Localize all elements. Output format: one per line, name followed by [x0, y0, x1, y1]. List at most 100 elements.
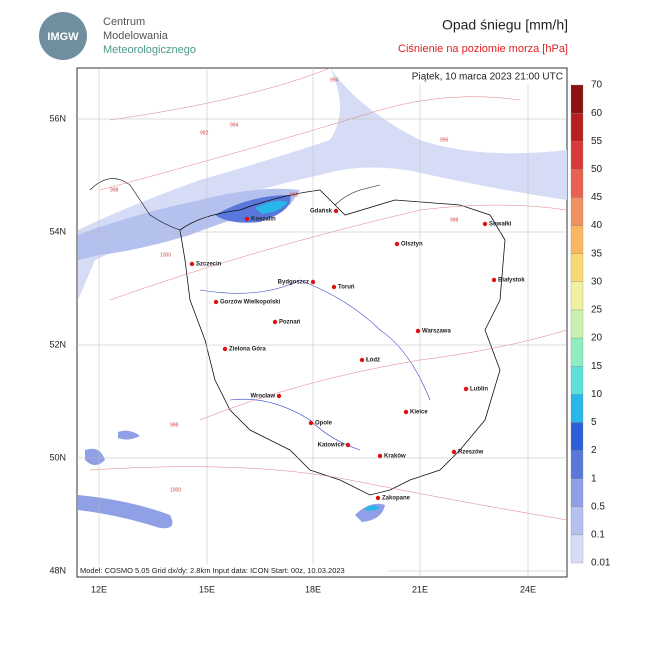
city-dot	[310, 279, 316, 285]
colorbar-box	[570, 450, 584, 479]
isobar-label: 1000	[170, 487, 181, 493]
org-line: Centrum	[103, 16, 145, 28]
city-label: Łódź	[366, 358, 380, 364]
colorbar-label: 20	[591, 333, 603, 344]
city-dot	[272, 319, 278, 325]
colorbar-label: 15	[591, 361, 603, 372]
city-label: Toruń	[338, 285, 355, 291]
colorbar-box	[570, 394, 584, 423]
colorbar-label: 5	[591, 417, 597, 428]
city-label: Koszalin	[251, 217, 276, 223]
colorbar-label: 70	[591, 80, 603, 91]
lat-label: 48N	[49, 565, 66, 575]
logo-text: IMGW	[47, 31, 79, 43]
isobar-label: 992	[200, 130, 209, 136]
lat-label: 52N	[49, 339, 66, 349]
city-dot	[331, 284, 337, 290]
colorbar-label: 1	[591, 473, 597, 484]
isobar-label: 994	[330, 77, 339, 83]
lon-label: 21E	[412, 584, 428, 594]
lon-label: 12E	[91, 584, 107, 594]
lon-label: 24E	[520, 584, 536, 594]
city-label: Lublin	[470, 387, 488, 393]
city-label: Olsztyn	[401, 242, 423, 248]
colorbar-box	[570, 337, 584, 367]
city-dot	[463, 386, 469, 392]
colorbar-box	[570, 112, 584, 142]
city-label: Suwałki	[489, 222, 512, 228]
country-border	[179, 189, 506, 496]
colorbar-box	[570, 225, 584, 254]
colorbar-label: 0.5	[591, 501, 605, 512]
city-label: Kielce	[410, 410, 428, 416]
city-dot	[345, 442, 351, 448]
city-dot	[189, 261, 195, 267]
colorbar-box	[570, 366, 584, 395]
subtitle: Ciśnienie na poziomie morza [hPa]	[398, 43, 568, 55]
city-label: Zielona Góra	[229, 347, 266, 353]
colorbar-box	[570, 84, 584, 114]
city-label: Białystok	[498, 278, 525, 284]
colorbar-label: 40	[591, 220, 603, 231]
city-label: Wrocław	[250, 394, 275, 400]
colorbar-label: 60	[591, 108, 603, 119]
city-dot	[222, 346, 228, 352]
colorbar-box	[570, 309, 584, 339]
city-dot	[451, 449, 457, 455]
city-dot	[491, 277, 497, 283]
city-dot	[244, 216, 250, 222]
city-dot	[403, 409, 409, 415]
colorbar-label: 55	[591, 136, 603, 147]
city-dot	[375, 495, 381, 501]
city-label: Kraków	[384, 454, 406, 460]
colorbar-label: 10	[591, 389, 603, 400]
isobar-label: 996	[290, 192, 299, 198]
city-dot	[333, 208, 339, 214]
colorbar-box	[570, 197, 584, 226]
org-line: Meteorologicznego	[103, 44, 196, 56]
org-line: Modelowania	[103, 30, 169, 42]
city-dot	[394, 241, 400, 247]
city-dot	[415, 328, 421, 334]
city-label: Warszawa	[422, 329, 451, 335]
colorbar-label: 2	[591, 445, 597, 456]
colorbar-label: 0.01	[591, 558, 611, 569]
coastline	[89, 178, 381, 231]
isobar-label: 1000	[160, 252, 171, 258]
city-dot	[377, 453, 383, 459]
colorbar-box	[570, 534, 584, 564]
city-label: Rzeszów	[458, 450, 484, 456]
colorbar-label: 25	[591, 305, 603, 316]
city-dot	[482, 221, 488, 227]
colorbar-label: 50	[591, 164, 603, 175]
city-label: Poznań	[279, 320, 301, 326]
colorbar-label: 0.1	[591, 530, 605, 541]
lat-label: 54N	[49, 226, 66, 236]
footer: Model: COSMO 5.05 Grid dx/dy: 2.8km Inpu…	[80, 566, 345, 575]
river	[199, 279, 431, 451]
city-label: Zakopane	[382, 496, 411, 502]
map: Piątek, 10 marca 2023 21:00 UTC Model: C…	[76, 67, 568, 578]
lon-label: 15E	[199, 584, 215, 594]
lat-label: 50N	[49, 452, 66, 462]
colorbar-label: 45	[591, 192, 603, 203]
footer-box	[78, 564, 388, 576]
colorbar-box	[570, 253, 584, 282]
title: Opad śniegu [mm/h]	[442, 17, 568, 33]
logo-circle	[39, 12, 87, 60]
date-box	[378, 70, 566, 84]
colorbar-box	[570, 169, 584, 198]
colorbar-label: 30	[591, 276, 603, 287]
city-dot	[213, 299, 219, 305]
colorbar-box	[570, 422, 584, 451]
city-label: Gorzów Wielkopolski	[220, 300, 281, 306]
lon-label: 18E	[305, 584, 321, 594]
snow-area	[255, 200, 288, 214]
city-label: Katowice	[318, 443, 345, 449]
city-dot	[308, 420, 314, 426]
colorbar-box	[570, 478, 584, 507]
city-label: Szczecin	[196, 262, 222, 268]
isobar-label: 998	[170, 422, 179, 428]
isobar-label: 994	[230, 122, 239, 128]
